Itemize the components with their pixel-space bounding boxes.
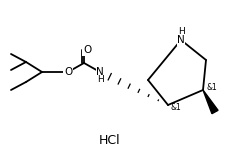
Text: HCl: HCl (99, 134, 121, 146)
Text: O: O (64, 67, 72, 77)
Text: &1: &1 (171, 104, 181, 113)
Text: &1: &1 (207, 83, 217, 93)
Polygon shape (203, 90, 218, 114)
Text: H: H (97, 75, 103, 83)
Text: N: N (177, 35, 185, 45)
Text: H: H (178, 28, 184, 37)
Text: N: N (96, 67, 104, 77)
Text: O: O (83, 45, 91, 55)
